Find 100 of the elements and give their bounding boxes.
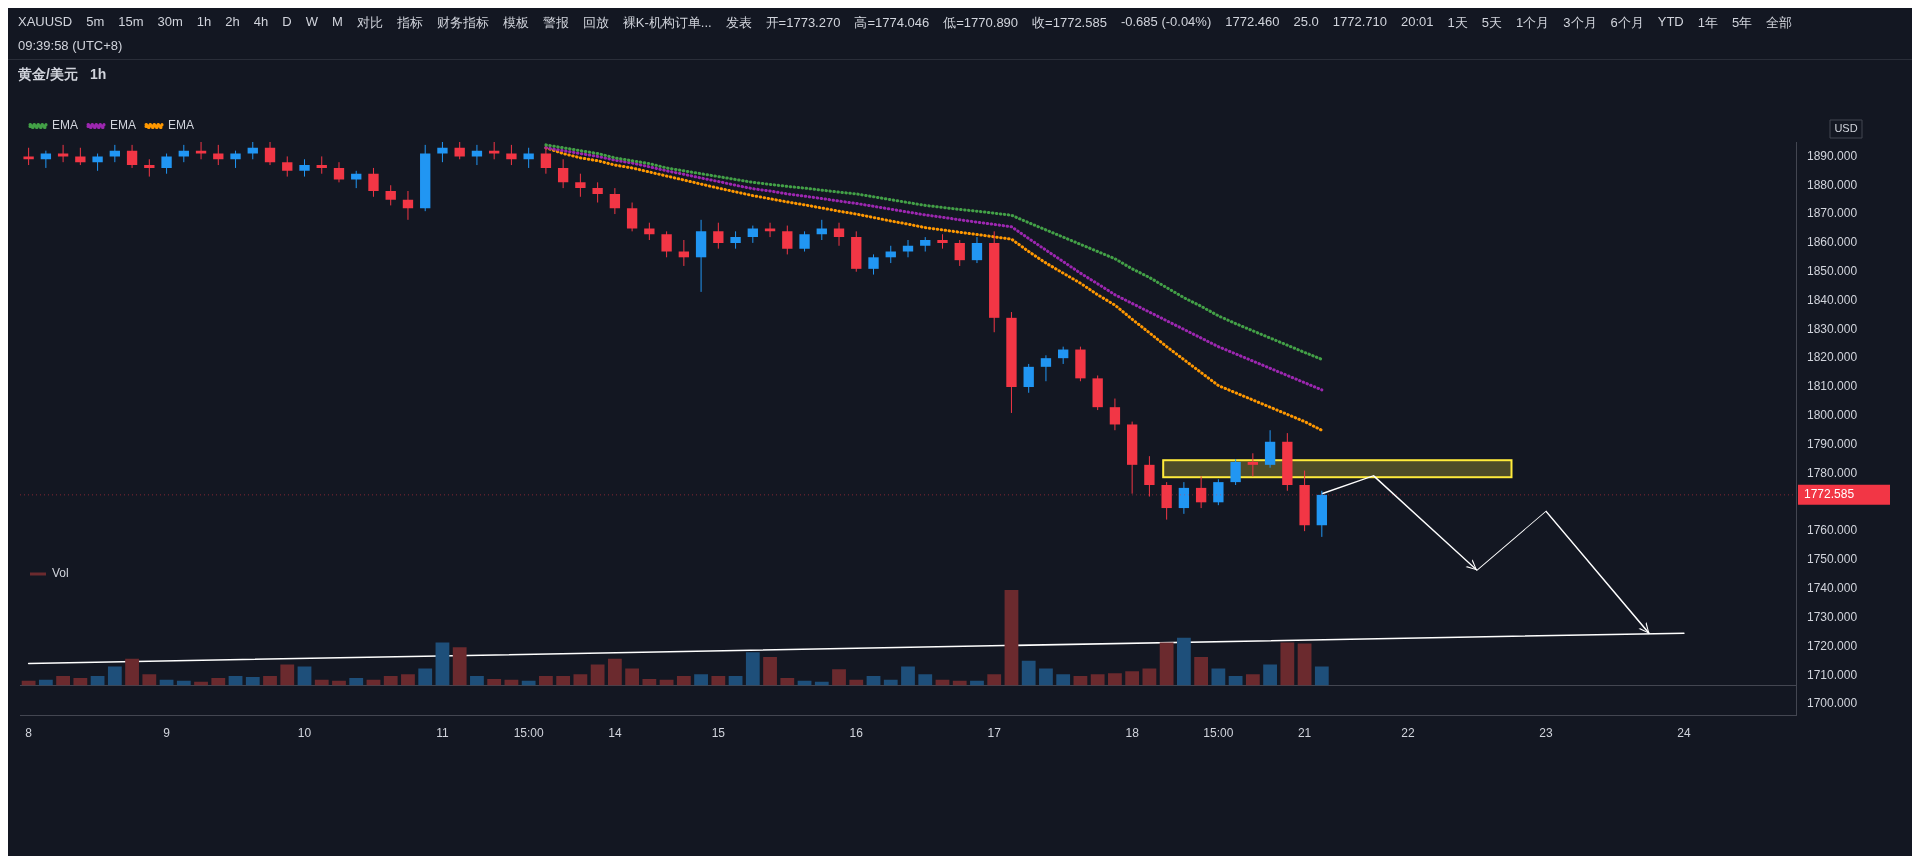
- text: 15m: [118, 14, 144, 31]
- text: D: [282, 14, 292, 31]
- text: 5年: [1731, 14, 1753, 32]
- legend-label: Vol: [52, 566, 69, 581]
- text: 对比: [356, 14, 383, 32]
- x-tick-label: 22: [1401, 726, 1416, 741]
- text: 4h: [253, 14, 269, 31]
- candlestick: [1213, 478, 1224, 506]
- bar: [711, 676, 726, 686]
- text: 回放: [582, 14, 609, 32]
- candlestick: [782, 225, 793, 255]
- y-tick-label: 1760.000: [1807, 523, 1858, 538]
- bar: [918, 674, 933, 686]
- bar: [1090, 674, 1105, 686]
- y-tick-label: 1850.000: [1807, 264, 1858, 279]
- x-tick-label: 15: [711, 726, 726, 741]
- bar: [556, 676, 571, 686]
- candlestick: [902, 239, 914, 258]
- candlestick: [557, 158, 569, 189]
- chart-subtitle: 1h: [89, 66, 107, 84]
- candlestick: [1230, 458, 1241, 486]
- bar: [1228, 676, 1243, 686]
- candlestick: [661, 230, 672, 258]
- y-tick-label: 1790.000: [1807, 436, 1858, 451]
- text: 3个月: [1563, 14, 1597, 32]
- bar: [573, 674, 588, 686]
- text: 20:01: [1401, 14, 1434, 31]
- text: 高=1774.046: [854, 14, 930, 32]
- text: W: [305, 14, 318, 31]
- bar: [539, 676, 553, 686]
- bar: [642, 678, 657, 686]
- candlestick: [437, 142, 448, 163]
- text: 09:39:58 (UTC+8): [18, 38, 123, 53]
- y-tick-label: 1880.000: [1807, 177, 1858, 192]
- y-tick-label: 1800.000: [1807, 408, 1858, 423]
- legend-label: EMA: [110, 118, 137, 133]
- bar: [107, 666, 122, 686]
- candlestick: [523, 147, 534, 169]
- bar: [1125, 671, 1140, 686]
- bar: [1108, 673, 1122, 686]
- bar: [745, 652, 760, 686]
- bar: [676, 676, 691, 686]
- bar: [1021, 660, 1036, 686]
- candlestick: [764, 222, 776, 238]
- bar: [280, 664, 295, 686]
- candlestick: [1040, 354, 1052, 382]
- text: 1个月: [1516, 14, 1550, 32]
- x-tick-label: 10: [297, 726, 312, 741]
- text: 收=1772.585: [1032, 14, 1107, 32]
- text: 1年: [1697, 14, 1718, 32]
- candlestick: [1023, 363, 1034, 394]
- y-axis-title: USD: [1834, 122, 1858, 135]
- bar: [211, 677, 226, 686]
- bar: [418, 668, 433, 686]
- bar: [1263, 664, 1277, 686]
- candlestick: [954, 239, 965, 267]
- y-tick-label: 1890.000: [1807, 148, 1858, 163]
- text: -0.685 (-0.04%): [1120, 14, 1212, 31]
- candlestick: [506, 144, 517, 166]
- bar: [142, 674, 157, 686]
- x-tick-label: 8: [25, 726, 33, 741]
- text: 1h: [196, 14, 212, 31]
- bar: [780, 677, 795, 686]
- y-tick-label: 1700.000: [1807, 696, 1858, 711]
- text: 警报: [542, 14, 569, 32]
- chart-title: 黄金/美元: [18, 66, 78, 84]
- candlestick: [971, 236, 983, 264]
- x-tick-label: 15:00: [1203, 726, 1234, 741]
- candlestick: [161, 153, 172, 175]
- bar: [1176, 637, 1191, 686]
- x-tick-label: 18: [1125, 726, 1140, 741]
- candlestick: [385, 184, 396, 206]
- bar: [73, 677, 88, 686]
- x-tick-label: 11: [436, 726, 449, 741]
- bar: [1194, 656, 1209, 686]
- candlestick: [282, 155, 293, 178]
- x-tick-label: 24: [1677, 726, 1691, 741]
- text: 开=1773.270: [765, 14, 841, 32]
- text: 全部: [1766, 14, 1793, 32]
- bar: [1314, 666, 1329, 686]
- candlestick: [816, 219, 827, 241]
- bar: [763, 656, 777, 686]
- y-tick-label: 1840.000: [1807, 292, 1858, 307]
- candlestick: [402, 190, 414, 221]
- bar: [245, 677, 260, 686]
- text: 6个月: [1610, 14, 1644, 32]
- legend-label: EMA: [168, 118, 195, 133]
- candlestick: [713, 222, 724, 250]
- bar: [1142, 668, 1157, 686]
- text: M: [331, 14, 343, 31]
- bar: [1297, 643, 1312, 686]
- bar: [470, 676, 484, 686]
- y-tick-label: 1720.000: [1807, 638, 1858, 653]
- text: 25.0: [1293, 14, 1319, 31]
- bar: [1211, 668, 1226, 686]
- x-tick-label: 16: [849, 726, 864, 741]
- text: 2h: [225, 14, 240, 31]
- text: YTD: [1657, 14, 1684, 31]
- bar: [694, 674, 708, 686]
- candlestick: [868, 253, 879, 276]
